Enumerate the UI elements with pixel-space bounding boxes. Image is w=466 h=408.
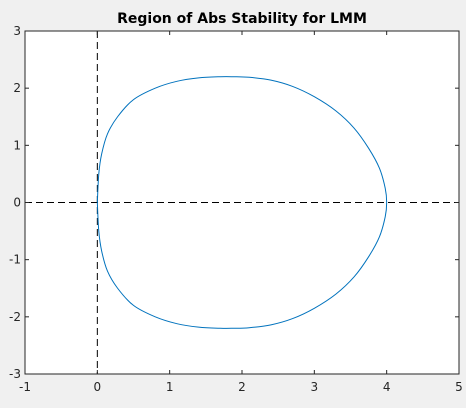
x-tick-label: 4 bbox=[383, 380, 391, 394]
x-tick-label: 5 bbox=[455, 380, 463, 394]
x-tick-label: -1 bbox=[19, 380, 31, 394]
y-tick-label: -1 bbox=[9, 253, 21, 267]
x-tick-label: 3 bbox=[311, 380, 319, 394]
y-tick-label: 0 bbox=[13, 196, 21, 210]
y-tick-label: 3 bbox=[13, 24, 21, 38]
plot-layer bbox=[25, 31, 459, 374]
series-line-0 bbox=[96, 76, 388, 329]
y-tick-label: 2 bbox=[13, 81, 21, 95]
y-tick-label: -2 bbox=[9, 310, 21, 324]
y-tick-label: 1 bbox=[13, 138, 21, 152]
x-tick-label: 2 bbox=[238, 380, 246, 394]
y-tick-label: -3 bbox=[9, 367, 21, 381]
ticks-layer: -1 0 1 2 3 4 5 -3 -2 -1 0 1 2 3 bbox=[9, 24, 463, 394]
x-tick-label: 1 bbox=[166, 380, 174, 394]
chart-title: Region of Abs Stability for LMM bbox=[117, 11, 367, 27]
x-tick-label: 0 bbox=[94, 380, 102, 394]
